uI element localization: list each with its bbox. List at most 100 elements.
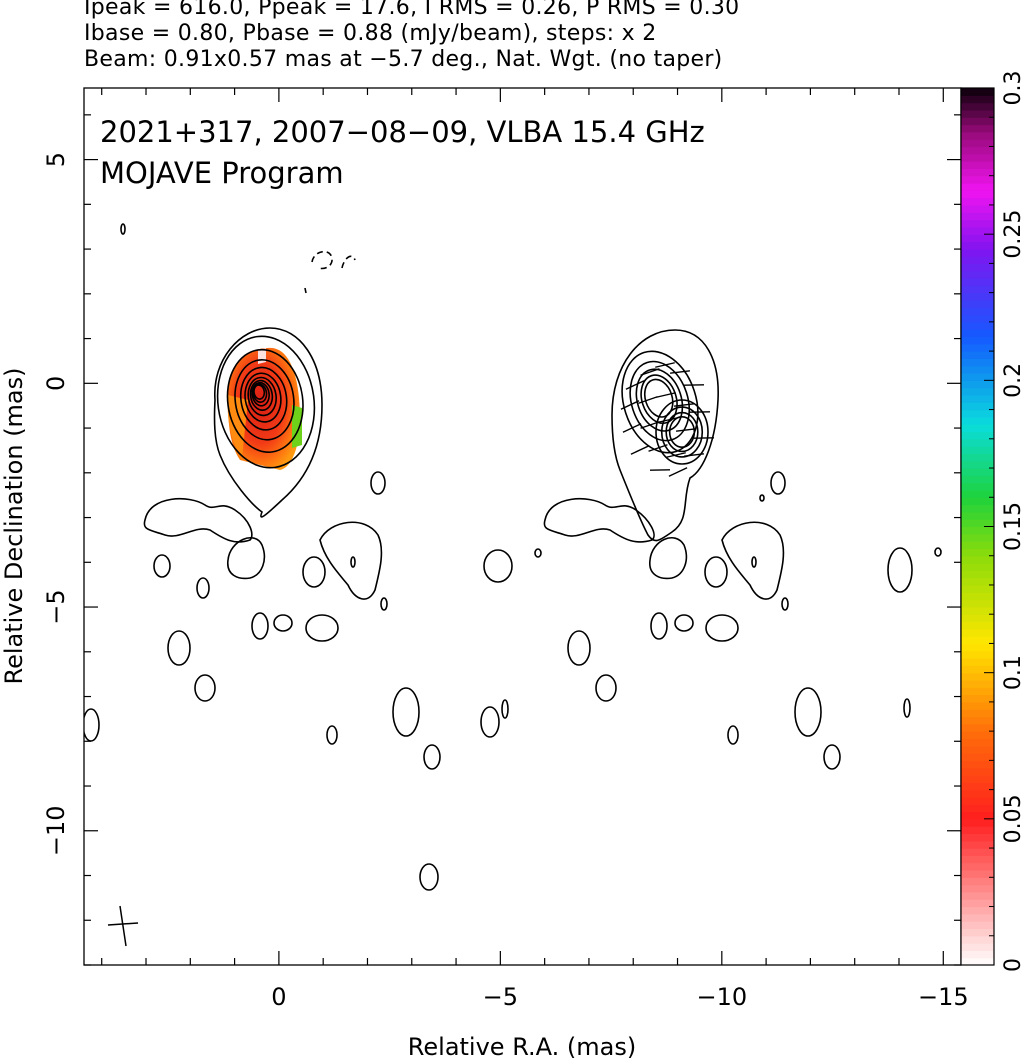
colorbar-segment [961,877,994,886]
evpa-tick [675,428,697,432]
noise-contour [794,687,822,737]
y-tick-label: −5 [42,589,70,624]
colorbar-segment [961,387,994,396]
colorbar-segment [961,665,994,674]
colorbar-segment [961,183,994,191]
core-contour [249,379,274,411]
colorbar-tick-label: 0.3 [1001,71,1022,106]
noise-contour [751,556,757,568]
colorbar-segment [961,212,994,221]
pol-contour [629,360,690,442]
colorbar-segment [961,943,994,951]
colorbar-segment [961,826,994,835]
y-tick-labels: 5 0 −5 −10 [42,152,70,856]
x-tick-label: −10 [696,983,747,1011]
evpa-tick [673,403,695,407]
y-axis-ticks [84,114,961,966]
colorbar-segment [961,431,994,440]
colorbar-segment [961,628,994,637]
noise-contour [419,863,439,891]
colorbar-segment [961,146,994,155]
evpa-ticks [620,362,715,477]
core-contour [226,348,304,453]
colorbar-segment [961,204,994,213]
colorbar-segment [961,848,994,856]
colorbar-segment [961,438,994,447]
colorbar-segment [961,329,994,338]
colorbar-segment [961,950,994,959]
colorbar-segment [961,658,994,666]
core-contour [216,335,316,469]
noise-contour [305,614,339,642]
x-tick-label: −15 [918,983,969,1011]
noise-contour [319,521,383,600]
colorbar-segment [961,380,994,389]
colorbar-segment [961,321,994,330]
noise-contour [770,471,786,495]
core-contour [253,384,266,400]
noise-contour [302,556,326,588]
noise-contour [251,612,269,640]
colorbar-segment [961,796,994,805]
colorbar-segment [961,774,994,783]
colorbar-segment [961,650,994,659]
x-tick-label: 0 [271,983,286,1011]
noise-contour [650,612,668,640]
colorbar-tick-label: 0.25 [1001,210,1022,259]
colorbar-segment [961,460,994,469]
colorbar-segment [961,234,994,243]
colorbar-segment [961,278,994,286]
y-tick-label: 0 [42,376,70,391]
noise-contour [194,674,216,702]
noise-contour [704,556,728,588]
evpa-tick [666,452,686,458]
colorbar-segment [961,131,994,140]
colorbar-segment [961,621,994,630]
noise-contour [823,744,841,770]
noise-contour [167,630,191,666]
evpa-tick [630,445,650,455]
colorbar-segment [961,161,994,169]
core-outer-contour [213,327,323,518]
colorbar-segment [961,446,994,455]
evpa-tick [625,380,645,390]
colorbar-segment [961,643,994,652]
colorbar-segment [961,614,994,623]
colorbar-tick-label: 0.05 [1001,794,1022,843]
colorbar-segment [961,541,994,550]
colorbar-tick-label: 0.1 [1001,655,1022,690]
evpa-tick [669,370,691,374]
colorbar-segment [961,606,994,615]
colorbar-segment [961,373,994,381]
colorbar [960,87,995,966]
noise-contour [934,547,942,557]
noise-contour [143,497,253,543]
colorbar-segment [961,789,994,798]
colorbar-segment [961,584,994,593]
colorbar-segment [961,416,994,425]
evpa-tick [620,400,640,410]
noise-contour [501,699,509,719]
core-contour [239,366,288,431]
source-title: 2021+317, 2007−08−09, VLBA 15.4 GHz [100,115,705,149]
noise-contour [705,614,739,642]
colorbar-segment [961,453,994,462]
colorbar-segment [961,519,994,528]
colorbar-segment [961,869,994,878]
colorbar-segment [961,489,994,498]
colorbar-segment [961,672,994,681]
evpa-tick [640,368,660,376]
colorbar-segment [961,365,994,374]
colorbar-segment [961,570,994,579]
evpa-tick [656,392,676,398]
colorbar-segment [961,935,994,944]
colorbar-segment [961,701,994,710]
colorbar-segment [961,716,994,725]
colorbar-segment [961,555,994,564]
colorbar-tick-labels: 0 0.05 0.1 0.15 0.2 0.25 0.3 [1001,71,1022,973]
negative-contour [304,287,307,294]
colorbar-segment [961,497,994,506]
pol-contour [665,411,699,453]
noise-contour [273,614,293,632]
noise-contour [759,494,765,502]
